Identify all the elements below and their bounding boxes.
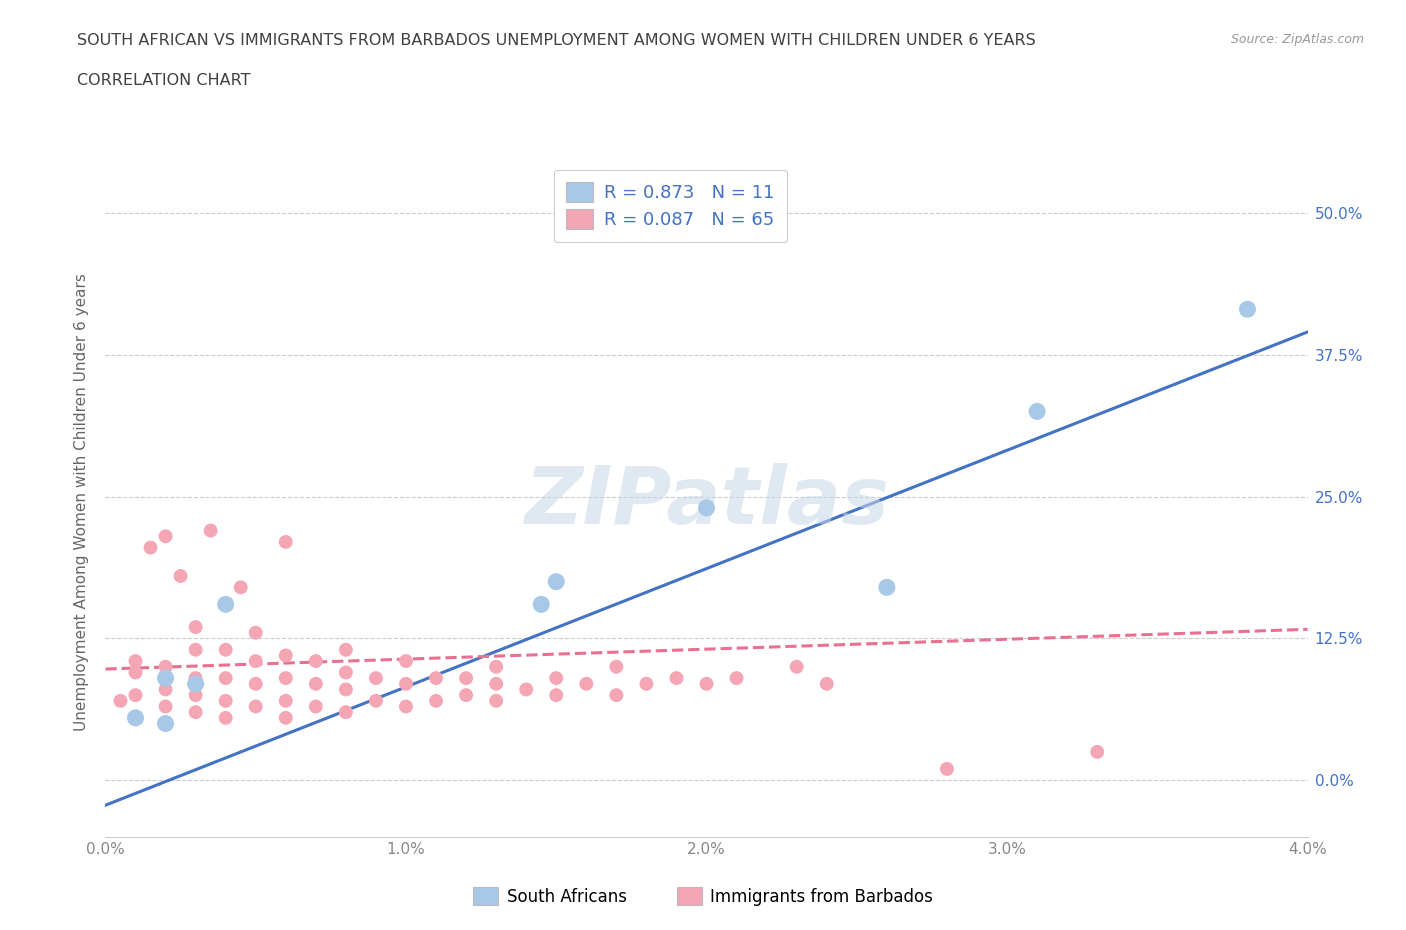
Point xyxy=(245,625,267,640)
Point xyxy=(184,676,207,691)
Point xyxy=(245,676,267,691)
Point xyxy=(876,580,898,595)
Point xyxy=(485,676,508,691)
Text: SOUTH AFRICAN VS IMMIGRANTS FROM BARBADOS UNEMPLOYMENT AMONG WOMEN WITH CHILDREN: SOUTH AFRICAN VS IMMIGRANTS FROM BARBADO… xyxy=(77,33,1036,47)
Point xyxy=(335,682,357,697)
Point xyxy=(274,648,297,663)
Point xyxy=(335,643,357,658)
Point xyxy=(214,643,236,658)
Point xyxy=(530,597,553,612)
Point xyxy=(274,671,297,685)
Point xyxy=(169,568,191,583)
Point xyxy=(605,659,627,674)
Point xyxy=(274,711,297,725)
Point xyxy=(124,687,146,702)
Point xyxy=(425,671,447,685)
Point xyxy=(155,716,177,731)
Point xyxy=(155,659,177,674)
Point xyxy=(335,705,357,720)
Point xyxy=(725,671,748,685)
Point xyxy=(124,654,146,669)
Point xyxy=(274,694,297,709)
Point xyxy=(184,687,207,702)
Point xyxy=(546,574,568,589)
Point xyxy=(454,671,477,685)
Point xyxy=(546,671,568,685)
Point xyxy=(815,676,838,691)
Point xyxy=(214,711,236,725)
Point xyxy=(395,699,418,714)
Point xyxy=(229,580,252,595)
Point xyxy=(214,671,236,685)
Point xyxy=(184,619,207,634)
Point xyxy=(364,694,387,709)
Point xyxy=(184,671,207,685)
Point xyxy=(184,643,207,658)
Point xyxy=(305,699,328,714)
Point xyxy=(696,676,718,691)
Text: CORRELATION CHART: CORRELATION CHART xyxy=(77,73,250,87)
Legend: South Africans, Immigrants from Barbados: South Africans, Immigrants from Barbados xyxy=(467,881,939,912)
Point xyxy=(200,524,222,538)
Point xyxy=(124,711,146,725)
Point xyxy=(636,676,658,691)
Point xyxy=(936,762,959,777)
Point xyxy=(546,687,568,702)
Point xyxy=(696,500,718,515)
Point xyxy=(274,535,297,550)
Point xyxy=(1026,404,1049,418)
Point xyxy=(214,597,236,612)
Text: Source: ZipAtlas.com: Source: ZipAtlas.com xyxy=(1230,33,1364,46)
Point xyxy=(155,682,177,697)
Point xyxy=(1236,302,1258,317)
Point xyxy=(155,699,177,714)
Point xyxy=(124,665,146,680)
Point xyxy=(335,665,357,680)
Point xyxy=(155,529,177,544)
Point xyxy=(214,694,236,709)
Point xyxy=(515,682,537,697)
Legend: R = 0.873   N = 11, R = 0.087   N = 65: R = 0.873 N = 11, R = 0.087 N = 65 xyxy=(554,170,787,242)
Point xyxy=(305,654,328,669)
Point xyxy=(305,676,328,691)
Point xyxy=(155,671,177,685)
Point xyxy=(1085,744,1108,759)
Point xyxy=(124,711,146,725)
Point xyxy=(665,671,688,685)
Point xyxy=(139,540,162,555)
Point xyxy=(214,597,236,612)
Point xyxy=(575,676,598,691)
Point xyxy=(485,694,508,709)
Point xyxy=(110,694,132,709)
Point xyxy=(485,659,508,674)
Text: ZIPatlas: ZIPatlas xyxy=(524,463,889,541)
Point xyxy=(364,671,387,685)
Point xyxy=(245,654,267,669)
Point xyxy=(245,699,267,714)
Point xyxy=(786,659,808,674)
Point xyxy=(395,676,418,691)
Point xyxy=(454,687,477,702)
Y-axis label: Unemployment Among Women with Children Under 6 years: Unemployment Among Women with Children U… xyxy=(75,273,90,731)
Point xyxy=(425,694,447,709)
Point xyxy=(605,687,627,702)
Point xyxy=(184,705,207,720)
Point xyxy=(395,654,418,669)
